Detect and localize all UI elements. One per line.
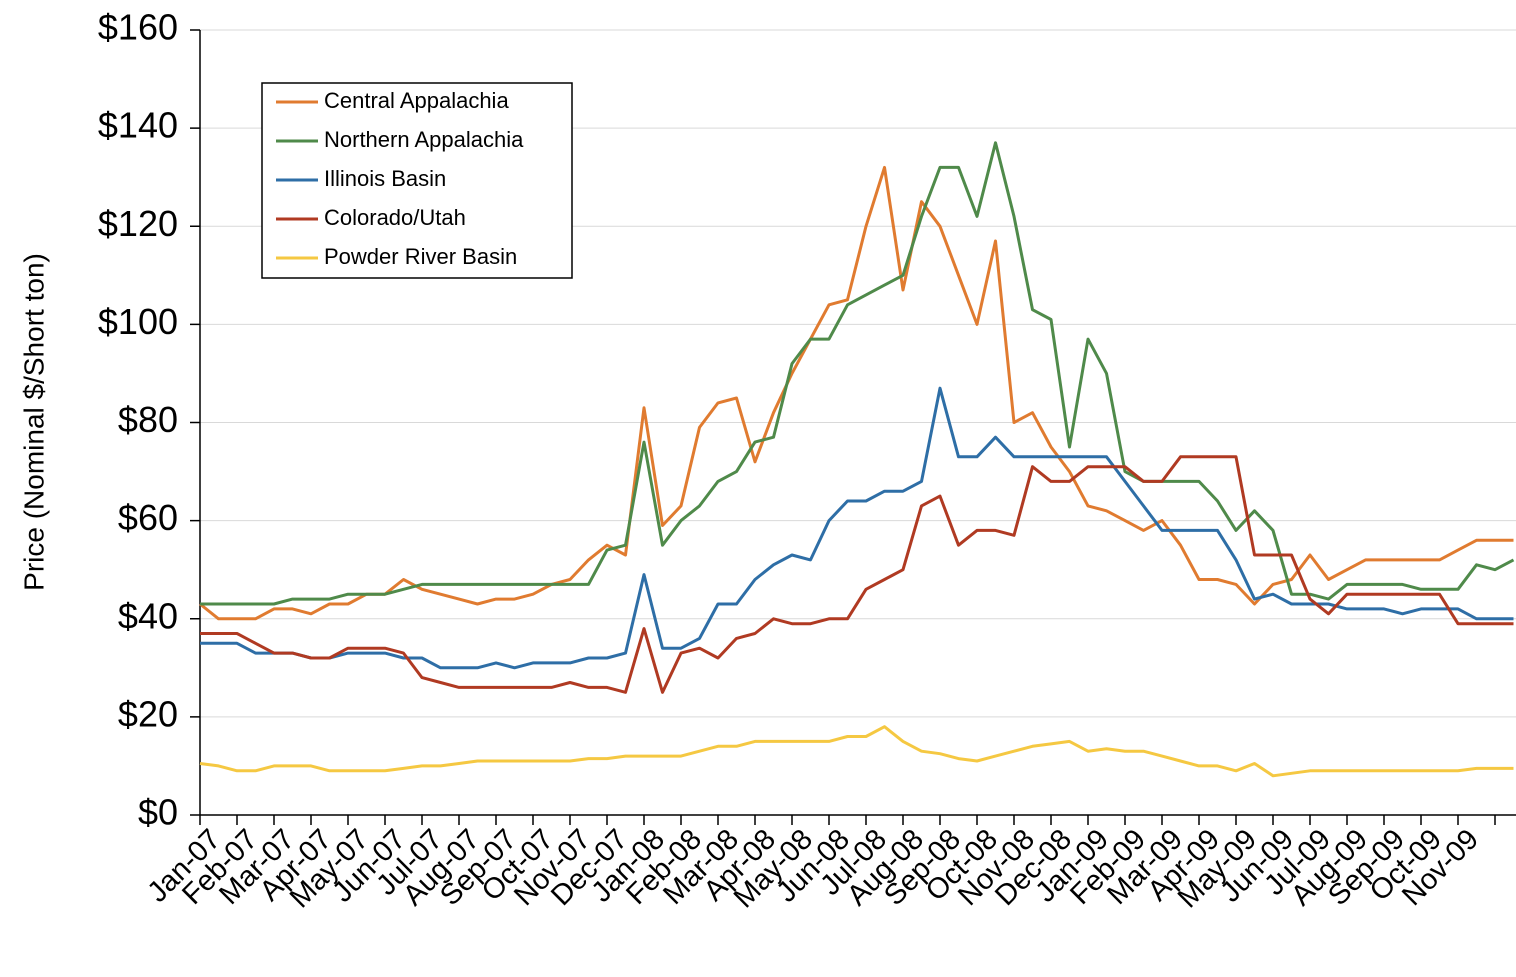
y-tick-label: $100 [98, 301, 178, 342]
y-tick-label: $40 [118, 595, 178, 636]
y-tick-label: $20 [118, 693, 178, 734]
y-axis-label: Price (Nominal $/Short ton) [18, 253, 49, 591]
series-line [200, 141, 1515, 606]
y-tick-label: $60 [118, 497, 178, 538]
legend-label: Central Appalachia [324, 88, 509, 113]
series-line [199, 165, 1514, 621]
series-line [200, 455, 1514, 694]
series-line [200, 386, 1514, 670]
y-tick-label: $140 [98, 105, 178, 146]
legend-label: Northern Appalachia [324, 127, 524, 152]
legend-label: Powder River Basin [324, 244, 517, 269]
y-tick-label: $0 [138, 792, 178, 833]
series-line [199, 725, 1514, 778]
legend-label: Illinois Basin [324, 166, 446, 191]
y-tick-label: $160 [98, 7, 178, 48]
y-tick-label: $80 [118, 399, 178, 440]
y-tick-label: $120 [98, 203, 178, 244]
legend-label: Colorado/Utah [324, 205, 466, 230]
